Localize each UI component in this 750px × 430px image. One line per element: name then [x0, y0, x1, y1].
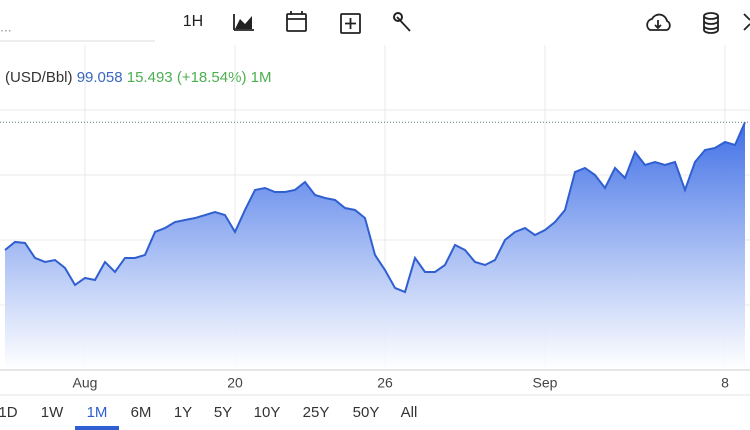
- range-button[interactable]: All: [401, 404, 418, 421]
- range-button[interactable]: 1D: [0, 404, 18, 421]
- area: [5, 122, 745, 370]
- data-button[interactable]: [703, 12, 719, 34]
- settings-button[interactable]: [393, 12, 411, 32]
- x-tick-label: Aug: [73, 375, 98, 391]
- range-button[interactable]: 10Y: [254, 404, 281, 421]
- range-button[interactable]: 1W: [41, 404, 64, 421]
- range-button[interactable]: 1Y: [174, 404, 192, 421]
- x-tick-label: 8: [721, 375, 729, 391]
- x-tick-label: Sep: [533, 375, 558, 391]
- range-active-indicator: [75, 426, 119, 430]
- legend-price: 99.058: [77, 69, 123, 86]
- x-tick-label: 20: [227, 375, 243, 391]
- add-indicator-button[interactable]: [340, 13, 361, 34]
- legend-unit: (USD/Bbl): [5, 69, 73, 86]
- interval-button[interactable]: 1H: [183, 13, 203, 30]
- range-button[interactable]: 6M: [131, 404, 152, 421]
- line: [4, 121, 746, 294]
- fullscreen-button[interactable]: [743, 13, 750, 31]
- plot: Aug 20 26 Sep 8: [0, 45, 750, 391]
- range-button[interactable]: 1M: [87, 404, 108, 421]
- range-button[interactable]: 50Y: [353, 404, 380, 421]
- download-button[interactable]: [646, 13, 671, 31]
- search-box[interactable]: ...: [0, 19, 12, 35]
- calendar-button[interactable]: [286, 11, 307, 32]
- legend-period: 1M: [251, 69, 272, 86]
- range-button[interactable]: 5Y: [214, 404, 232, 421]
- legend-change-pct: (+18.54%): [177, 69, 247, 86]
- chart-type-button[interactable]: [233, 14, 254, 31]
- range-bar: 1D 1W 1M 6M 1Y 5Y 10Y 25Y 50Y All: [0, 404, 417, 430]
- legend-change: 15.493: [127, 69, 173, 86]
- range-button[interactable]: 25Y: [303, 404, 330, 421]
- legend: (USD/Bbl) 99.058 15.493 (+18.54%) 1M: [5, 69, 271, 86]
- series: [4, 121, 746, 370]
- x-tick-label: 26: [377, 375, 393, 391]
